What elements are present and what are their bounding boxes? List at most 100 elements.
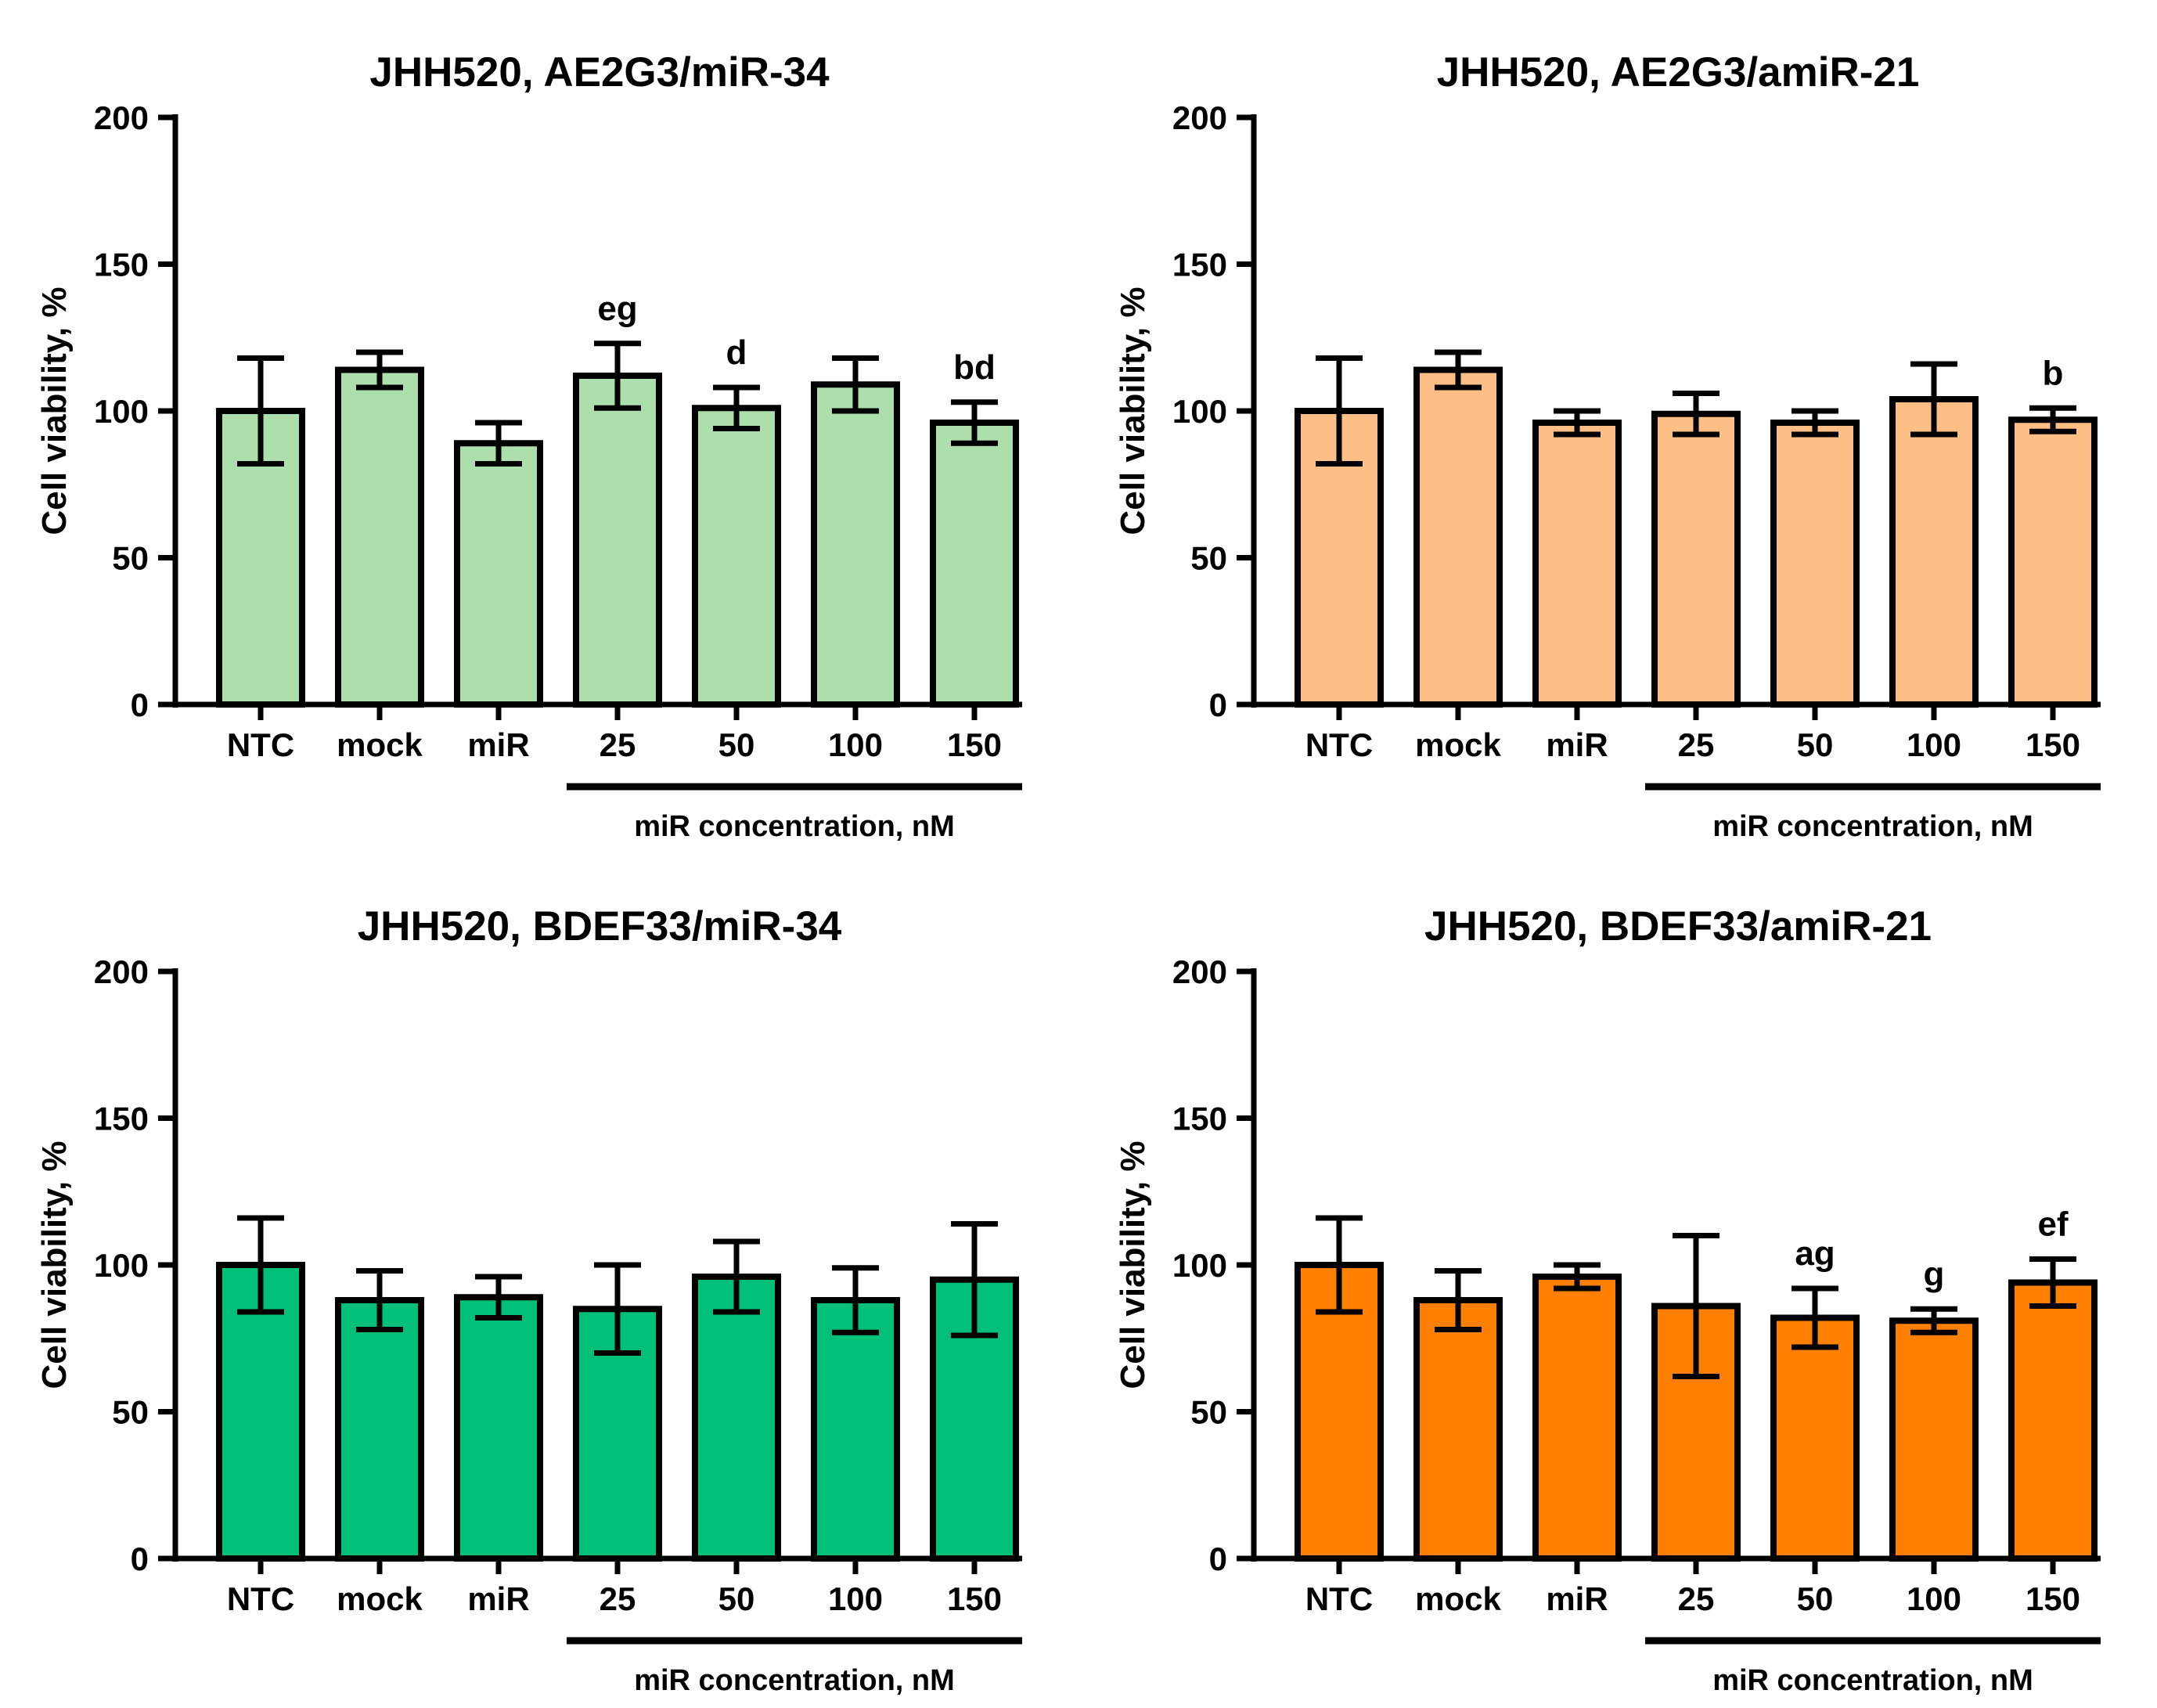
concentration-label: miR concentration, nM — [634, 1664, 955, 1697]
bar-50 — [692, 1274, 781, 1562]
chart-title: JHH520, AE2G3/miR-34 — [369, 49, 830, 95]
y-tick-label: 50 — [1190, 540, 1227, 577]
y-axis-label: Cell viability, % — [35, 1140, 74, 1389]
error-bar-150 — [2029, 1256, 2076, 1309]
error-bar-100 — [1910, 1306, 1957, 1335]
error-bar-miR — [1554, 408, 1601, 438]
chart-panel-3: JHH520, BDEF33/miR-34 0 50 100 150 200 NTC mock… — [0, 854, 1078, 1708]
bar-150 — [930, 420, 1019, 708]
error-bar-mock — [356, 349, 403, 391]
y-tick-label: 100 — [1172, 393, 1227, 430]
error-bar-25 — [1673, 391, 1719, 438]
error-bar-mock — [1435, 1268, 1482, 1332]
error-bar-100 — [832, 355, 879, 414]
x-tick-label: 50 — [1797, 726, 1834, 763]
bar-50 — [1770, 1314, 1860, 1562]
y-axis-label: Cell viability, % — [35, 286, 74, 535]
bar-50 — [1770, 420, 1860, 708]
x-tick-label: 25 — [600, 1580, 636, 1617]
significance-label: g — [1924, 1255, 1945, 1293]
bar-miR — [1532, 1274, 1622, 1562]
y-tick-label: 50 — [112, 540, 149, 577]
y-tick-label: 200 — [1172, 953, 1227, 990]
bar-mock — [335, 1297, 424, 1562]
error-bar-50 — [713, 384, 760, 431]
x-tick-label: mock — [1415, 1580, 1501, 1617]
y-tick-label: 150 — [1172, 1101, 1227, 1137]
x-tick-label: mock — [337, 726, 423, 763]
error-bar-25 — [594, 341, 641, 411]
y-tick-label: 0 — [131, 1540, 149, 1577]
bar-100 — [1889, 1317, 1979, 1562]
chart-svg: JHH520, AE2G3/amiR-21 b 0 50 100 150 200 NTC moc… — [1114, 49, 2101, 843]
y-axis-label: Cell viability, % — [1114, 286, 1152, 535]
significance-label: bd — [953, 348, 996, 387]
x-tick-label: 50 — [718, 726, 755, 763]
y-tick-label: 0 — [1209, 686, 1227, 723]
concentration-label: miR concentration, nM — [1712, 810, 2033, 843]
bar-miR — [454, 440, 543, 708]
y-tick-label: 150 — [94, 1101, 149, 1137]
error-bar-NTC — [237, 1215, 284, 1315]
error-bar-mock — [1435, 349, 1482, 391]
bar-miR — [1532, 420, 1622, 708]
error-bar-mock — [356, 1268, 403, 1332]
x-tick-label: 150 — [2026, 726, 2080, 763]
chart-panel-4: JHH520, BDEF33/amiR-21 ag g ef 0 50 100 150 200 N… — [1078, 854, 2157, 1708]
y-tick-label: 200 — [1172, 99, 1227, 136]
bar-100 — [811, 381, 900, 708]
chart-svg: JHH520, BDEF33/amiR-21 ag g ef 0 50 100 150 200 N… — [1114, 903, 2101, 1697]
y-tick-label: 50 — [1190, 1394, 1227, 1431]
x-tick-label: NTC — [227, 726, 294, 763]
x-tick-label: NTC — [227, 1580, 294, 1617]
bar-mock — [1413, 1297, 1503, 1562]
x-tick-label: 50 — [1797, 1580, 1834, 1617]
y-tick-label: 50 — [112, 1394, 149, 1431]
error-bar-miR — [475, 1274, 522, 1321]
y-tick-label: 200 — [94, 953, 149, 990]
x-tick-label: 100 — [1907, 1580, 1961, 1617]
error-bar-25 — [1673, 1233, 1719, 1379]
x-tick-label: miR — [467, 1580, 529, 1617]
error-bar-150 — [951, 1221, 998, 1339]
chart-title: JHH520, BDEF33/amiR-21 — [1424, 903, 1932, 949]
x-tick-label: NTC — [1305, 726, 1373, 763]
bar-150 — [2008, 1279, 2098, 1562]
chart-title: JHH520, AE2G3/amiR-21 — [1437, 49, 1920, 95]
error-bar-50 — [1791, 1285, 1838, 1350]
x-tick-label: 150 — [947, 726, 1002, 763]
error-bar-miR — [1554, 1262, 1601, 1292]
chart-panel-2: JHH520, AE2G3/amiR-21 b 0 50 100 150 200 NTC moc… — [1078, 0, 2157, 854]
x-tick-label: 50 — [718, 1580, 755, 1617]
y-axis-label: Cell viability, % — [1114, 1140, 1152, 1389]
x-tick-label: mock — [1415, 726, 1501, 763]
error-bar-50 — [713, 1238, 760, 1315]
chart-svg: JHH520, AE2G3/miR-34 eg d bd 0 50 100 150 200 NTC… — [35, 49, 1022, 843]
x-tick-label: 100 — [1907, 726, 1961, 763]
y-tick-label: 0 — [1209, 1540, 1227, 1577]
x-tick-label: 150 — [947, 1580, 1002, 1617]
chart-panel-1: JHH520, AE2G3/miR-34 eg d bd 0 50 100 150 200 NTC… — [0, 0, 1078, 854]
significance-label: d — [726, 333, 747, 372]
x-tick-label: 25 — [1678, 726, 1715, 763]
bar-100 — [1889, 396, 1979, 708]
significance-label: eg — [597, 290, 637, 328]
error-bar-NTC — [1316, 1215, 1363, 1315]
x-tick-label: miR — [1546, 1580, 1608, 1617]
significance-label: b — [2043, 354, 2064, 392]
chart-svg: JHH520, BDEF33/miR-34 0 50 100 150 200 NTC mock… — [35, 903, 1022, 1697]
error-bar-25 — [594, 1262, 641, 1356]
error-bar-NTC — [237, 355, 284, 467]
bar-100 — [811, 1297, 900, 1562]
significance-label: ef — [2037, 1205, 2068, 1244]
bar-mock — [1413, 366, 1503, 708]
error-bar-NTC — [1316, 355, 1363, 467]
y-tick-label: 150 — [94, 247, 149, 283]
x-tick-label: 100 — [828, 1580, 883, 1617]
y-tick-label: 100 — [1172, 1247, 1227, 1284]
x-tick-label: 150 — [2026, 1580, 2080, 1617]
bar-mock — [335, 366, 424, 708]
chart-title: JHH520, BDEF33/miR-34 — [358, 903, 842, 949]
significance-label: ag — [1795, 1234, 1835, 1273]
x-tick-label: mock — [337, 1580, 423, 1617]
